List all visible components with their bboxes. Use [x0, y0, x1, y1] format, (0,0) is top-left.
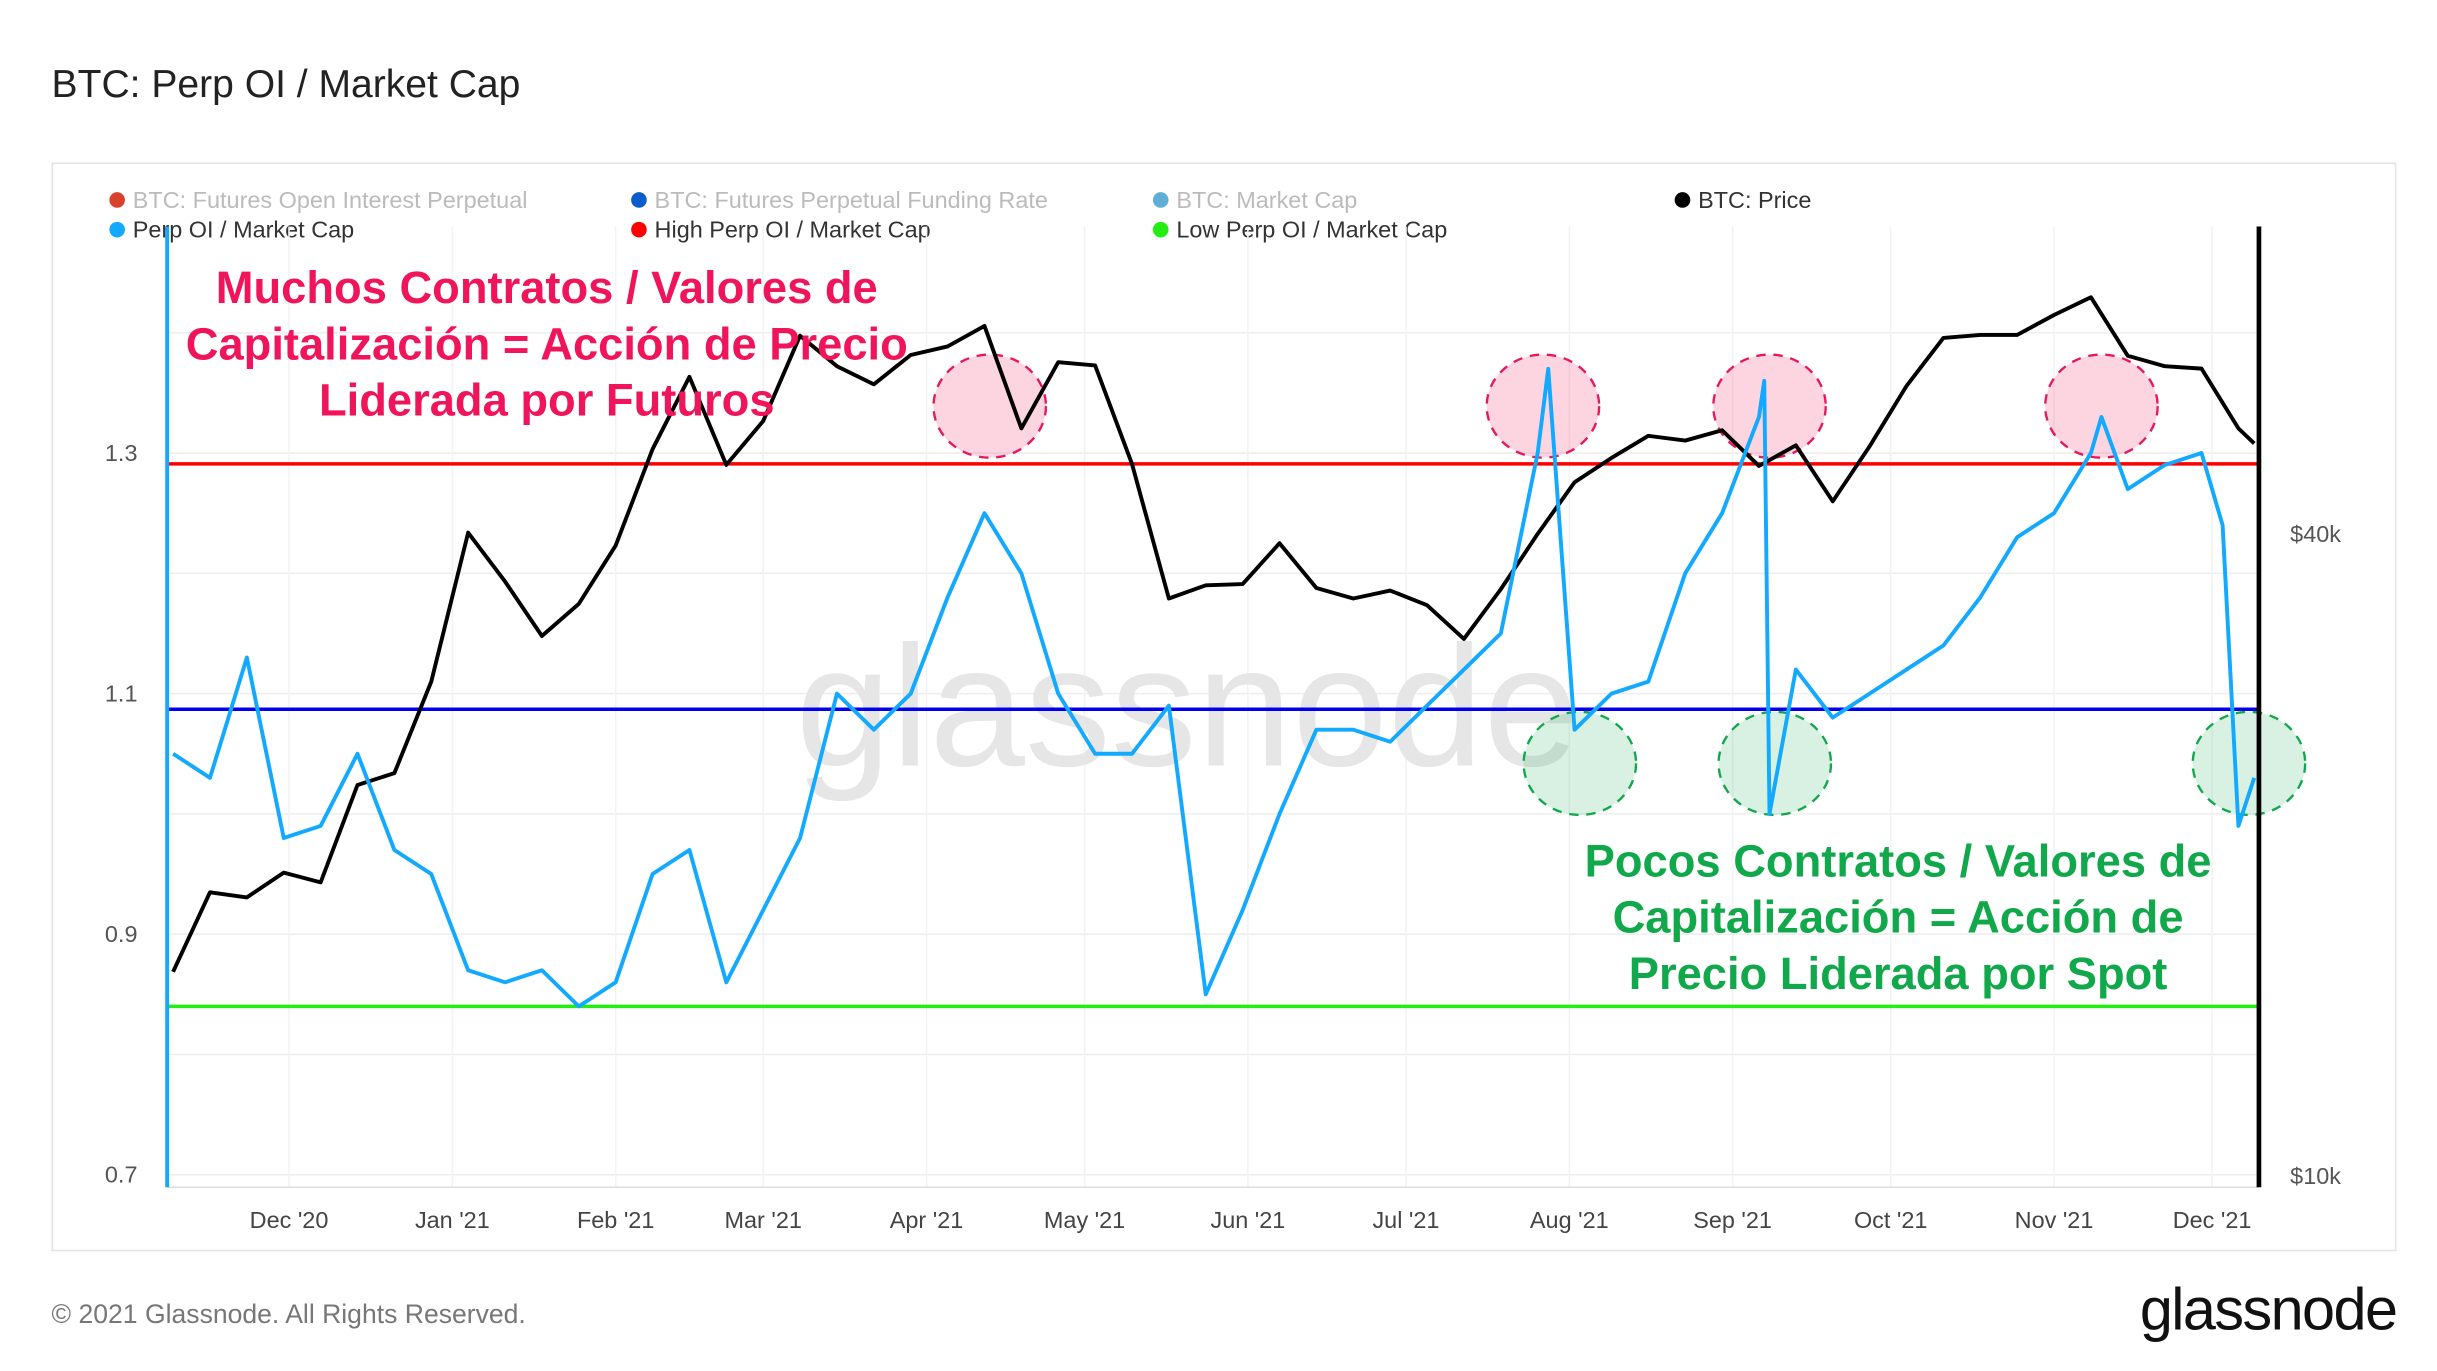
legend-dot-icon — [631, 192, 647, 208]
legend-dot-icon — [1674, 192, 1691, 208]
y-left-tick-label: 0.7 — [105, 1162, 138, 1188]
low-marker-circle — [1522, 710, 1638, 817]
legend-item-funding-rate[interactable]: BTC: Futures Perpetual Funding Rate — [631, 187, 1048, 214]
high-annotation-text: Liderada por Futuros — [319, 375, 775, 426]
high-annotation-text: Capitalización = Acción de Precio — [186, 318, 908, 369]
x-tick-label: Dec '20 — [250, 1207, 329, 1233]
low-annotation-text: Capitalización = Acción de — [1613, 892, 2184, 943]
x-tick-label: Nov '21 — [2015, 1207, 2094, 1233]
x-tick-label: Aug '21 — [1530, 1207, 1609, 1233]
high-marker-circle — [932, 353, 1048, 459]
high-marker-circle — [1712, 353, 1827, 459]
x-tick-label: May '21 — [1044, 1207, 1125, 1233]
legend-label: BTC: Price — [1698, 187, 1812, 215]
x-tick-label: Feb '21 — [577, 1207, 654, 1233]
x-tick-label: Apr '21 — [890, 1207, 963, 1233]
y-left-tick-label: 1.1 — [105, 680, 138, 706]
x-tick-label: Jul '21 — [1372, 1207, 1439, 1233]
y-left-tick-label: 0.9 — [105, 921, 138, 947]
price-line — [171, 295, 2256, 973]
legend-dot-icon — [109, 192, 125, 208]
low-annotation-text: Pocos Contratos / Valores de — [1585, 835, 2212, 886]
perp-oi-mcap-line — [172, 366, 2257, 1009]
low-marker-circle — [1717, 710, 1833, 817]
legend-dot-icon — [1152, 192, 1169, 208]
chart-title: BTC: Perp OI / Market Cap — [51, 62, 521, 107]
legend-item-market-cap[interactable]: BTC: Market Cap — [1152, 187, 1358, 215]
x-tick-label: Oct '21 — [1854, 1207, 1927, 1233]
legend-label: BTC: Futures Perpetual Funding Rate — [654, 187, 1048, 215]
x-tick-label: Dec '21 — [2173, 1207, 2252, 1233]
high-annotation-text: Muchos Contratos / Valores de — [216, 262, 878, 313]
legend-item-low[interactable]: Low Perp OI / Market Cap — [1152, 217, 1448, 244]
glassnode-logo: glassnode — [2139, 1277, 2398, 1344]
legend-label: BTC: Futures Open Interest Perpetual — [132, 187, 528, 215]
watermark: glassnode — [796, 610, 1579, 802]
x-tick-label: Mar '21 — [725, 1207, 802, 1233]
x-tick-label: Jan '21 — [415, 1207, 490, 1233]
legend-item-high[interactable]: High Perp OI / Market Cap — [631, 217, 931, 244]
copyright: © 2021 Glassnode. All Rights Reserved. — [51, 1299, 526, 1330]
y-left-tick-label: 1.3 — [105, 440, 138, 466]
legend-dot-icon — [1152, 221, 1169, 238]
x-tick-label: Sep '21 — [1693, 1207, 1772, 1233]
legend-label: BTC: Market Cap — [1176, 187, 1358, 215]
legend-dot-icon — [109, 221, 125, 238]
legend-item-futures-oi[interactable]: BTC: Futures Open Interest Perpetual — [109, 187, 527, 214]
y-right-tick-label: $40k — [2290, 521, 2341, 547]
legend-label: Low Perp OI / Market Cap — [1176, 217, 1448, 244]
chart-frame — [51, 162, 2397, 1252]
legend-label: High Perp OI / Market Cap — [654, 217, 931, 244]
y-right-tick-label: $10k — [2290, 1163, 2341, 1189]
legend-item-perp-oi-mcap[interactable]: Perp OI / Market Cap — [109, 217, 354, 244]
x-tick-label: Jun '21 — [1211, 1207, 1286, 1233]
low-annotation-text: Precio Liderada por Spot — [1629, 948, 2168, 999]
low-marker-circle — [2191, 710, 2307, 817]
legend-label: Perp OI / Market Cap — [132, 217, 355, 244]
legend-dot-icon — [631, 221, 647, 238]
legend-item-price[interactable]: BTC: Price — [1674, 187, 1812, 215]
high-marker-circle — [2044, 353, 2159, 459]
